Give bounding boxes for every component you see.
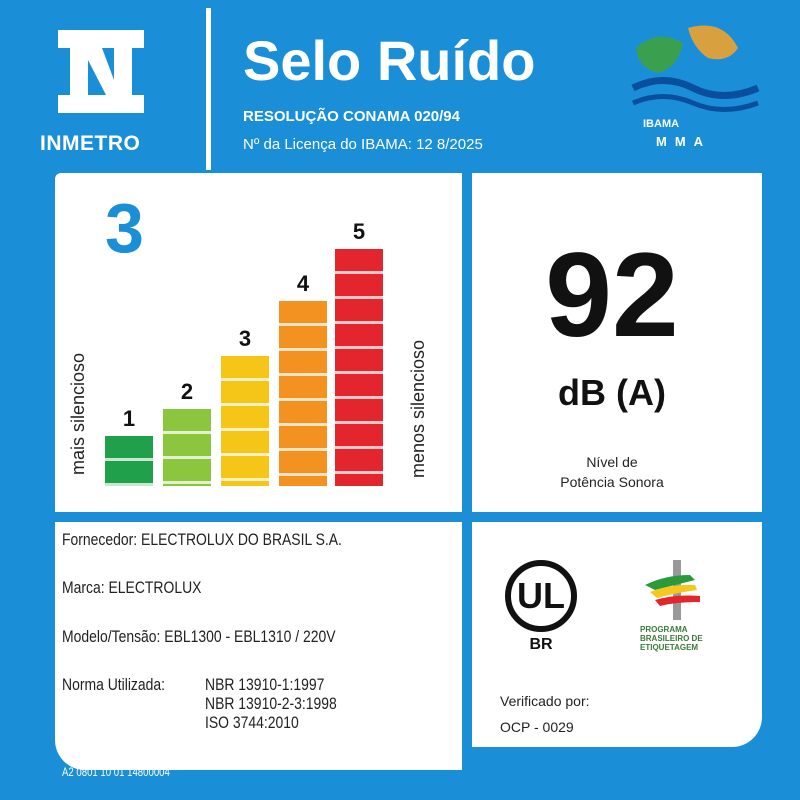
louder-label: menos silencioso (408, 339, 428, 478)
brand-text: Marca: ELECTROLUX (62, 578, 202, 597)
sound-power-description: Nível de Potência Sonora (472, 452, 752, 492)
license-text: Nº da Licença do IBAMA: 12 8/2025 (243, 136, 483, 153)
norm-item: NBR 13910-1:1997 (205, 675, 325, 694)
ul-mark-icon: UL (505, 560, 577, 632)
mma-text: MMA (656, 134, 712, 149)
resolution-text: RESOLUÇÃO CONAMA 020/94 (243, 108, 460, 125)
quieter-label: mais silencioso (68, 352, 88, 475)
norm-item: ISO 3744:2010 (205, 713, 299, 732)
inmetro-logo: INMETRO (40, 30, 175, 155)
sound-power-unit: dB (A) (558, 372, 666, 413)
rating-bar-5 (335, 249, 383, 486)
verified-by-label: Verificado por: (500, 693, 590, 709)
sound-level-panel (472, 173, 762, 512)
ibama-logo: IBAMA MMA (628, 18, 768, 158)
rating-bar-label: 2 (180, 379, 194, 404)
ul-logo: UL BR (505, 560, 585, 670)
norm-item: NBR 13910-2-3:1998 (205, 694, 337, 713)
programa-logo: PROGRAMA BRASILEIRO DE ETIQUETAGEM (640, 560, 740, 660)
footer-code: A2 0801 10 01 14800004 (62, 765, 170, 779)
rating-bar-1 (105, 436, 153, 486)
inmetro-emblem-icon (58, 30, 144, 113)
sound-power-value: 92 (545, 228, 679, 362)
desc-line-1: Nível de (586, 454, 638, 470)
desc-line-2: Potência Sonora (560, 474, 664, 490)
verification: Verificado por: OCP - 0029 (500, 688, 590, 740)
product-info-panel (55, 522, 462, 770)
rating-bar-label: 5 (352, 219, 366, 244)
ocp-code: OCP - 0029 (500, 719, 574, 735)
rating-bar-4 (279, 301, 327, 486)
supplier-text: Fornecedor: ELECTROLUX DO BRASIL S.A. (62, 530, 342, 549)
programa-text: PROGRAMA BRASILEIRO DE ETIQUETAGEM (640, 625, 703, 652)
noise-class: 3 (105, 189, 144, 267)
norms-list: NBR 13910-1:1997 NBR 13910-2-3:1998 ISO … (205, 675, 337, 732)
header-divider (206, 8, 211, 170)
ibama-emblem-icon (631, 25, 760, 112)
certification-panel (472, 522, 762, 747)
rating-bar-label: 4 (296, 271, 310, 296)
rating-bar-label: 1 (122, 406, 136, 431)
inmetro-label: INMETRO (40, 132, 141, 155)
rating-bar-3 (221, 356, 269, 486)
rating-bar-label: 3 (238, 326, 252, 351)
pbe-emblem-icon (645, 560, 700, 620)
ul-br-text: BR (529, 636, 553, 653)
norm-label: Norma Utilizada: (62, 675, 166, 694)
rating-bar-2 (163, 409, 211, 486)
label-title: Selo Ruído (243, 29, 536, 92)
model-text: Modelo/Tensão: EBL1300 - EBL1310 / 220V (62, 627, 336, 646)
ibama-text: IBAMA (643, 118, 680, 130)
